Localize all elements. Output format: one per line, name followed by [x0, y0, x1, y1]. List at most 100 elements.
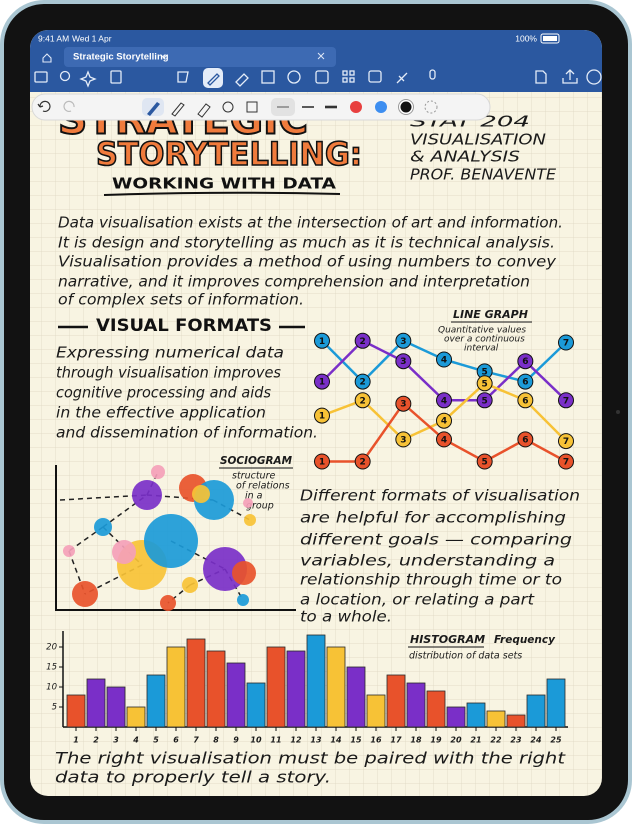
x-tick-label: 13: [310, 736, 322, 745]
highlighter[interactable]: [197, 103, 211, 118]
point: [558, 453, 574, 470]
sociogram-node: [151, 465, 165, 479]
camera: [616, 410, 620, 414]
point-label: 1: [319, 337, 325, 347]
bar: [406, 682, 426, 728]
chart-subtitle: interval: [464, 344, 499, 354]
point: [558, 433, 574, 450]
sociogram-node: [192, 485, 210, 503]
sidebar-button[interactable]: [34, 71, 48, 83]
search-button[interactable]: [59, 70, 71, 82]
bar: [146, 674, 166, 728]
point: [314, 407, 330, 424]
bar: [126, 706, 146, 728]
tab-menu[interactable]: [160, 54, 168, 59]
tab-title: Strategic Storytelling: [73, 52, 169, 63]
point-label: 3: [400, 337, 406, 347]
redo-button[interactable]: [63, 100, 75, 112]
y-tick-label: 15: [46, 663, 57, 673]
bar: [86, 678, 106, 728]
point-label: 6: [522, 378, 528, 388]
bar: [266, 646, 286, 728]
course-line: PROF. BENAVENTE: [410, 166, 557, 184]
point-label: 1: [319, 378, 325, 388]
text-button[interactable]: [261, 70, 275, 84]
share-button[interactable]: [562, 69, 578, 84]
point-label: 3: [400, 435, 406, 445]
color-blue[interactable]: [375, 101, 387, 113]
x-tick-label: 1: [73, 736, 79, 745]
title: STORYTELLING:: [96, 135, 362, 173]
intro-line: Visualisation provides a method of using…: [58, 253, 557, 271]
x-tick-label: 5: [153, 736, 159, 745]
goals-line: are helpful for accomplishing: [300, 509, 566, 527]
point: [395, 332, 412, 349]
fountain-pen[interactable]: [147, 102, 160, 116]
point-label: 4: [441, 356, 447, 366]
x-tick-label: 15: [350, 736, 362, 745]
chart-subtitle: distribution of data sets: [409, 651, 522, 662]
sociogram-node: [160, 595, 176, 611]
point-label: 1: [319, 412, 325, 422]
bar: [546, 678, 566, 728]
point-label: 6: [522, 396, 528, 406]
sociogram-node: [72, 581, 98, 607]
sociogram-caption: structure: [232, 471, 275, 482]
point: [354, 392, 371, 409]
bar: [426, 690, 446, 728]
shape-tool[interactable]: [222, 101, 234, 113]
x-tick-label: 2: [93, 736, 99, 745]
note-button[interactable]: [368, 70, 382, 83]
point: [476, 392, 493, 409]
color-red[interactable]: [350, 101, 362, 113]
x-tick-label: 14: [330, 736, 342, 745]
page-button[interactable]: [110, 70, 122, 84]
close-tab[interactable]: [317, 52, 325, 60]
underline: [103, 191, 341, 196]
goals-line: relationship through time or to: [300, 571, 562, 589]
closing-line: The right visualisation must be paired w…: [55, 749, 566, 768]
shape-tool-2[interactable]: [246, 101, 258, 113]
formats-line: in the effective application: [56, 404, 266, 422]
point-label: 4: [441, 417, 447, 427]
point-label: 4: [441, 396, 447, 406]
point-label: 1: [319, 458, 325, 468]
time: 9:41 AM: [38, 33, 69, 43]
bar: [326, 646, 346, 728]
x-tick-label: 17: [390, 736, 402, 745]
home-tab[interactable]: [42, 53, 52, 63]
bar: [446, 706, 466, 728]
battery-icon: [540, 33, 560, 44]
point-label: 5: [482, 458, 488, 468]
sociogram-axes: [55, 465, 296, 611]
image-button[interactable]: [315, 70, 329, 84]
mic-button[interactable]: [429, 69, 436, 80]
active-tab[interactable]: [64, 47, 336, 67]
pen-toolbar-bg: [31, 93, 491, 121]
export-button[interactable]: [535, 70, 547, 84]
y-tick-label: 10: [46, 683, 57, 693]
bar: [246, 682, 266, 728]
x-tick-label: 9: [233, 736, 239, 745]
sticker-button[interactable]: [287, 70, 301, 84]
x-tick-label: 21: [470, 736, 481, 745]
eraser-button[interactable]: [235, 73, 249, 87]
point-label: 4: [441, 435, 447, 445]
laser-button[interactable]: [396, 72, 408, 84]
point-label: 3: [400, 400, 406, 410]
lasso-button[interactable]: [177, 71, 189, 83]
point: [395, 395, 412, 412]
chart-subtitle: Frequency: [494, 634, 556, 646]
sociogram-node: [132, 480, 162, 510]
undo-button[interactable]: [37, 100, 51, 112]
course-line: & ANALYSIS: [410, 148, 521, 166]
more-button[interactable]: [586, 69, 602, 85]
pen-glyph: [207, 73, 220, 86]
intro-line: of complex sets of information.: [58, 291, 304, 309]
bar: [526, 694, 546, 728]
point-label: 2: [360, 337, 366, 347]
ballpoint[interactable]: [171, 102, 185, 117]
color-picker[interactable]: [424, 100, 438, 114]
ai-button[interactable]: [79, 70, 97, 88]
